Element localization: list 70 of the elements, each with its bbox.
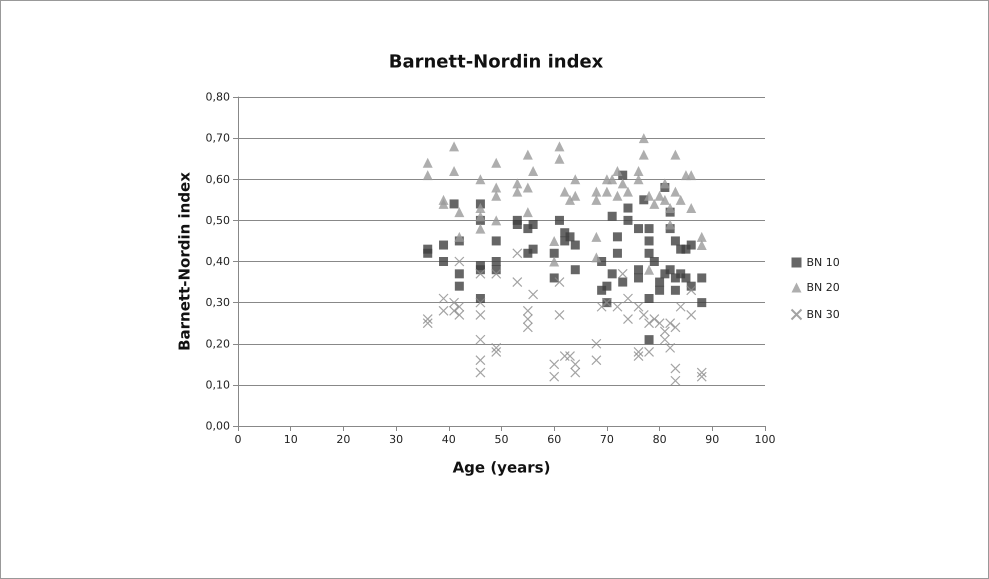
point (528, 289, 538, 300)
point (596, 302, 607, 312)
point (454, 256, 464, 267)
point (633, 346, 644, 358)
legend-label: BN 20 (806, 281, 840, 294)
point (560, 350, 570, 362)
point (612, 302, 623, 312)
point (696, 372, 707, 382)
point (618, 268, 628, 279)
point (670, 322, 681, 332)
x-tick-label: 50 (494, 433, 508, 446)
point (633, 302, 644, 312)
y-tick-label: 0,20 (206, 337, 230, 350)
point (564, 350, 576, 362)
point (696, 367, 707, 378)
y-tick-label: 0,50 (206, 214, 230, 227)
point (554, 276, 565, 288)
y-tick-label: 0,30 (206, 296, 230, 310)
point (549, 372, 560, 382)
y-tick-label: 0,00 (206, 420, 230, 432)
point (422, 314, 433, 324)
point (665, 342, 676, 353)
point (622, 314, 634, 324)
point (676, 302, 686, 312)
y-tick-label: 0,70 (206, 132, 230, 145)
point (654, 318, 665, 328)
point (554, 310, 565, 320)
x-tick-label: 30 (389, 433, 404, 446)
x-tick-label: 70 (600, 433, 614, 446)
x-tick-label: 0 (234, 433, 242, 446)
point (475, 367, 486, 378)
y-axis-title: Barnett-Nordin index (176, 172, 194, 351)
point (670, 376, 681, 386)
point (438, 293, 449, 304)
x-tick-label: 10 (284, 433, 298, 446)
point (644, 346, 654, 358)
point (475, 334, 486, 345)
point (633, 350, 644, 362)
x-tick-label: 90 (705, 433, 720, 446)
x-tick-label: 80 (652, 433, 667, 446)
point (491, 342, 502, 353)
point (422, 318, 433, 328)
y-tick-label: 0,80 (206, 90, 230, 104)
x-tick-label: 100 (754, 433, 776, 446)
point (665, 318, 676, 328)
x-tick-label: 40 (442, 433, 456, 446)
point (512, 276, 522, 288)
y-tick-label: 0,40 (206, 255, 230, 268)
legend-label: BN 30 (806, 308, 840, 321)
point (475, 355, 486, 366)
point (686, 310, 696, 320)
point (591, 338, 602, 349)
point (638, 310, 649, 320)
point (491, 346, 502, 358)
point (622, 293, 634, 304)
y-tick-label: 0,10 (206, 378, 230, 392)
x-tick-label: 60 (547, 433, 562, 446)
point (512, 248, 522, 258)
point (649, 314, 660, 324)
x-tick-label: 20 (336, 433, 350, 446)
y-tick-label: 0,60 (206, 172, 230, 186)
point (475, 310, 486, 320)
chart-title: Barnett-Nordin index (388, 52, 604, 72)
point (670, 363, 681, 374)
point (591, 355, 602, 366)
point (549, 359, 560, 370)
point (644, 318, 654, 328)
x-axis-title: Age (years) (452, 458, 550, 476)
legend-label: BN 10 (806, 256, 840, 269)
point (438, 306, 449, 316)
